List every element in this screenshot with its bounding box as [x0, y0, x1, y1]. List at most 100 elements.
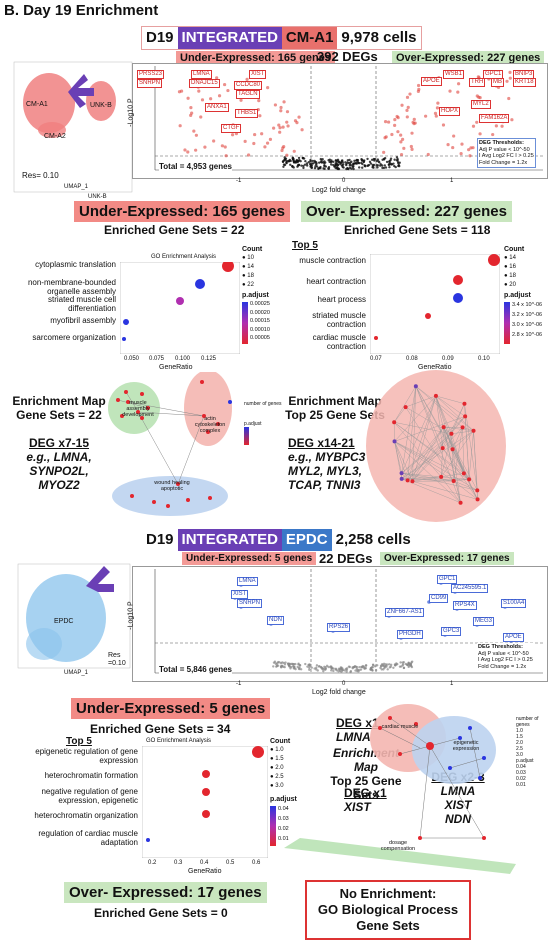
scatter-point: [342, 166, 345, 169]
scatter-point: [362, 160, 366, 164]
count-legend-value: 22: [247, 282, 254, 288]
network-edge: [412, 427, 463, 482]
network-edge: [415, 386, 463, 428]
scatter-point: [505, 79, 509, 83]
cm-gene-label: ANXA1: [205, 103, 229, 112]
scatter-point: [371, 669, 374, 672]
dot-term: heart contraction: [306, 277, 366, 286]
scatter-point: [355, 159, 358, 162]
scatter-point: [265, 141, 270, 145]
cluster-label: muscle assembly development: [122, 400, 154, 418]
scatter-point: [381, 166, 384, 170]
deg-gene-line: SYNPO2L,: [29, 464, 89, 478]
count-legend-item: ● 14: [242, 264, 254, 270]
deg-gene-line: XIST: [344, 800, 371, 814]
scatter-point: [297, 159, 300, 163]
scatter-point: [393, 158, 396, 161]
scatter-point: [292, 161, 296, 164]
scatter-point: [385, 160, 389, 164]
padj-legend-value: 0.00005: [250, 335, 270, 341]
dot-xtick: 0.125: [201, 356, 217, 362]
scatter-point: [373, 159, 376, 162]
scatter-point: [383, 120, 388, 124]
padj-legend-value: 0.01: [278, 836, 289, 842]
epdc-under-dotplot: Top 5 GO Enrichment Analysis epigenetic …: [4, 734, 304, 880]
no-enrichment-line: Gene Sets: [356, 918, 420, 933]
no-enrichment-box: No Enrichment: GO Biological Process Gen…: [305, 880, 471, 940]
scatter-point: [220, 144, 224, 148]
cm-umap-label-unkb: UNK-B: [90, 102, 112, 109]
network-edge: [394, 441, 461, 503]
threshold-line: I Avg Log2 FC I > 0.25: [479, 153, 534, 159]
enrichment-dot: [425, 313, 431, 319]
cm-gene-label: TRH: [469, 78, 486, 87]
network-edge: [394, 441, 478, 491]
scatter-point: [278, 661, 281, 664]
count-legend-items: ● 14 ● 16 ● 18 ● 20: [504, 254, 516, 290]
scatter-point: [399, 133, 403, 137]
scatter-point: [330, 163, 333, 166]
network-edge: [407, 427, 444, 481]
count-legend-item: ● 18: [504, 273, 516, 279]
epdc-under-title: Under-Expressed: 5 genes: [71, 698, 271, 719]
scatter-point: [337, 667, 341, 671]
deg-gene-line: LMNA: [440, 784, 476, 798]
count-legend-value: 10: [247, 255, 254, 261]
scatter-point: [278, 130, 282, 134]
network-node: [458, 500, 463, 505]
dot-xtick: 0.07: [370, 356, 382, 362]
dot-term: sarcomere organization: [32, 333, 116, 342]
count-legend-value: 3.0: [275, 783, 284, 789]
count-legend-value: 2.5: [275, 774, 284, 780]
epdc-gene-label: GPC1: [437, 575, 458, 584]
legend-line: number of genes: [516, 716, 539, 728]
scatter-point: [212, 139, 216, 143]
cm-over-network: [366, 370, 506, 522]
scatter-point: [336, 158, 340, 161]
epdc-volcano-xlabel: Log2 fold change: [312, 689, 366, 696]
scatter-point: [316, 669, 319, 672]
scatter-point: [313, 166, 317, 170]
count-legend-value: 1.0: [275, 747, 284, 753]
network-node: [461, 471, 466, 476]
scatter-point: [390, 163, 393, 166]
scatter-point: [285, 153, 289, 157]
scatter-point: [379, 664, 383, 667]
scatter-point: [192, 129, 196, 133]
epdc-gene-label: RPS26: [327, 623, 351, 632]
network-edge: [407, 395, 437, 481]
scatter-point: [446, 143, 450, 147]
enrichment-dot: [222, 262, 234, 272]
scatter-point: [373, 665, 377, 668]
scatter-point: [471, 124, 476, 128]
network-edge: [415, 386, 461, 503]
scatter-point: [460, 142, 464, 146]
scatter-point: [345, 667, 349, 670]
epdc-umap-res: Res =0.10: [108, 652, 126, 667]
scatter-point: [358, 166, 361, 169]
cm-volcano-xtick: 0: [342, 178, 346, 184]
scatter-point: [257, 99, 261, 103]
scatter-point: [268, 137, 273, 141]
cluster-label: epigenetic expression: [452, 740, 480, 752]
scatter-point: [355, 162, 359, 165]
scatter-point: [310, 666, 313, 669]
scatter-point: [291, 157, 295, 161]
epdc-volcano-thresholds: DEG Thresholds: Adj P value < 10^-50 I A…: [477, 643, 534, 671]
dot-xtick: 0.08: [406, 356, 418, 362]
enrichment-dot: [252, 746, 264, 758]
count-legend-item: ● 1.0: [270, 747, 284, 753]
scatter-point: [295, 121, 299, 125]
enrichment-dot: [488, 254, 500, 266]
scatter-point: [230, 133, 235, 137]
threshold-line: Fold Change = 1.2x: [479, 159, 528, 166]
scatter-point: [475, 120, 479, 124]
scatter-point: [500, 124, 504, 128]
scatter-point: [281, 125, 285, 129]
scatter-point: [424, 114, 428, 118]
count-legend-item: ● 22: [242, 282, 254, 288]
padj-legend-values: 0.04 0.03 0.02 0.01: [278, 804, 289, 844]
scatter-point: [355, 665, 359, 669]
dotplot-title: GO Enrichment Analysis: [146, 738, 212, 744]
network-edge: [407, 416, 466, 481]
